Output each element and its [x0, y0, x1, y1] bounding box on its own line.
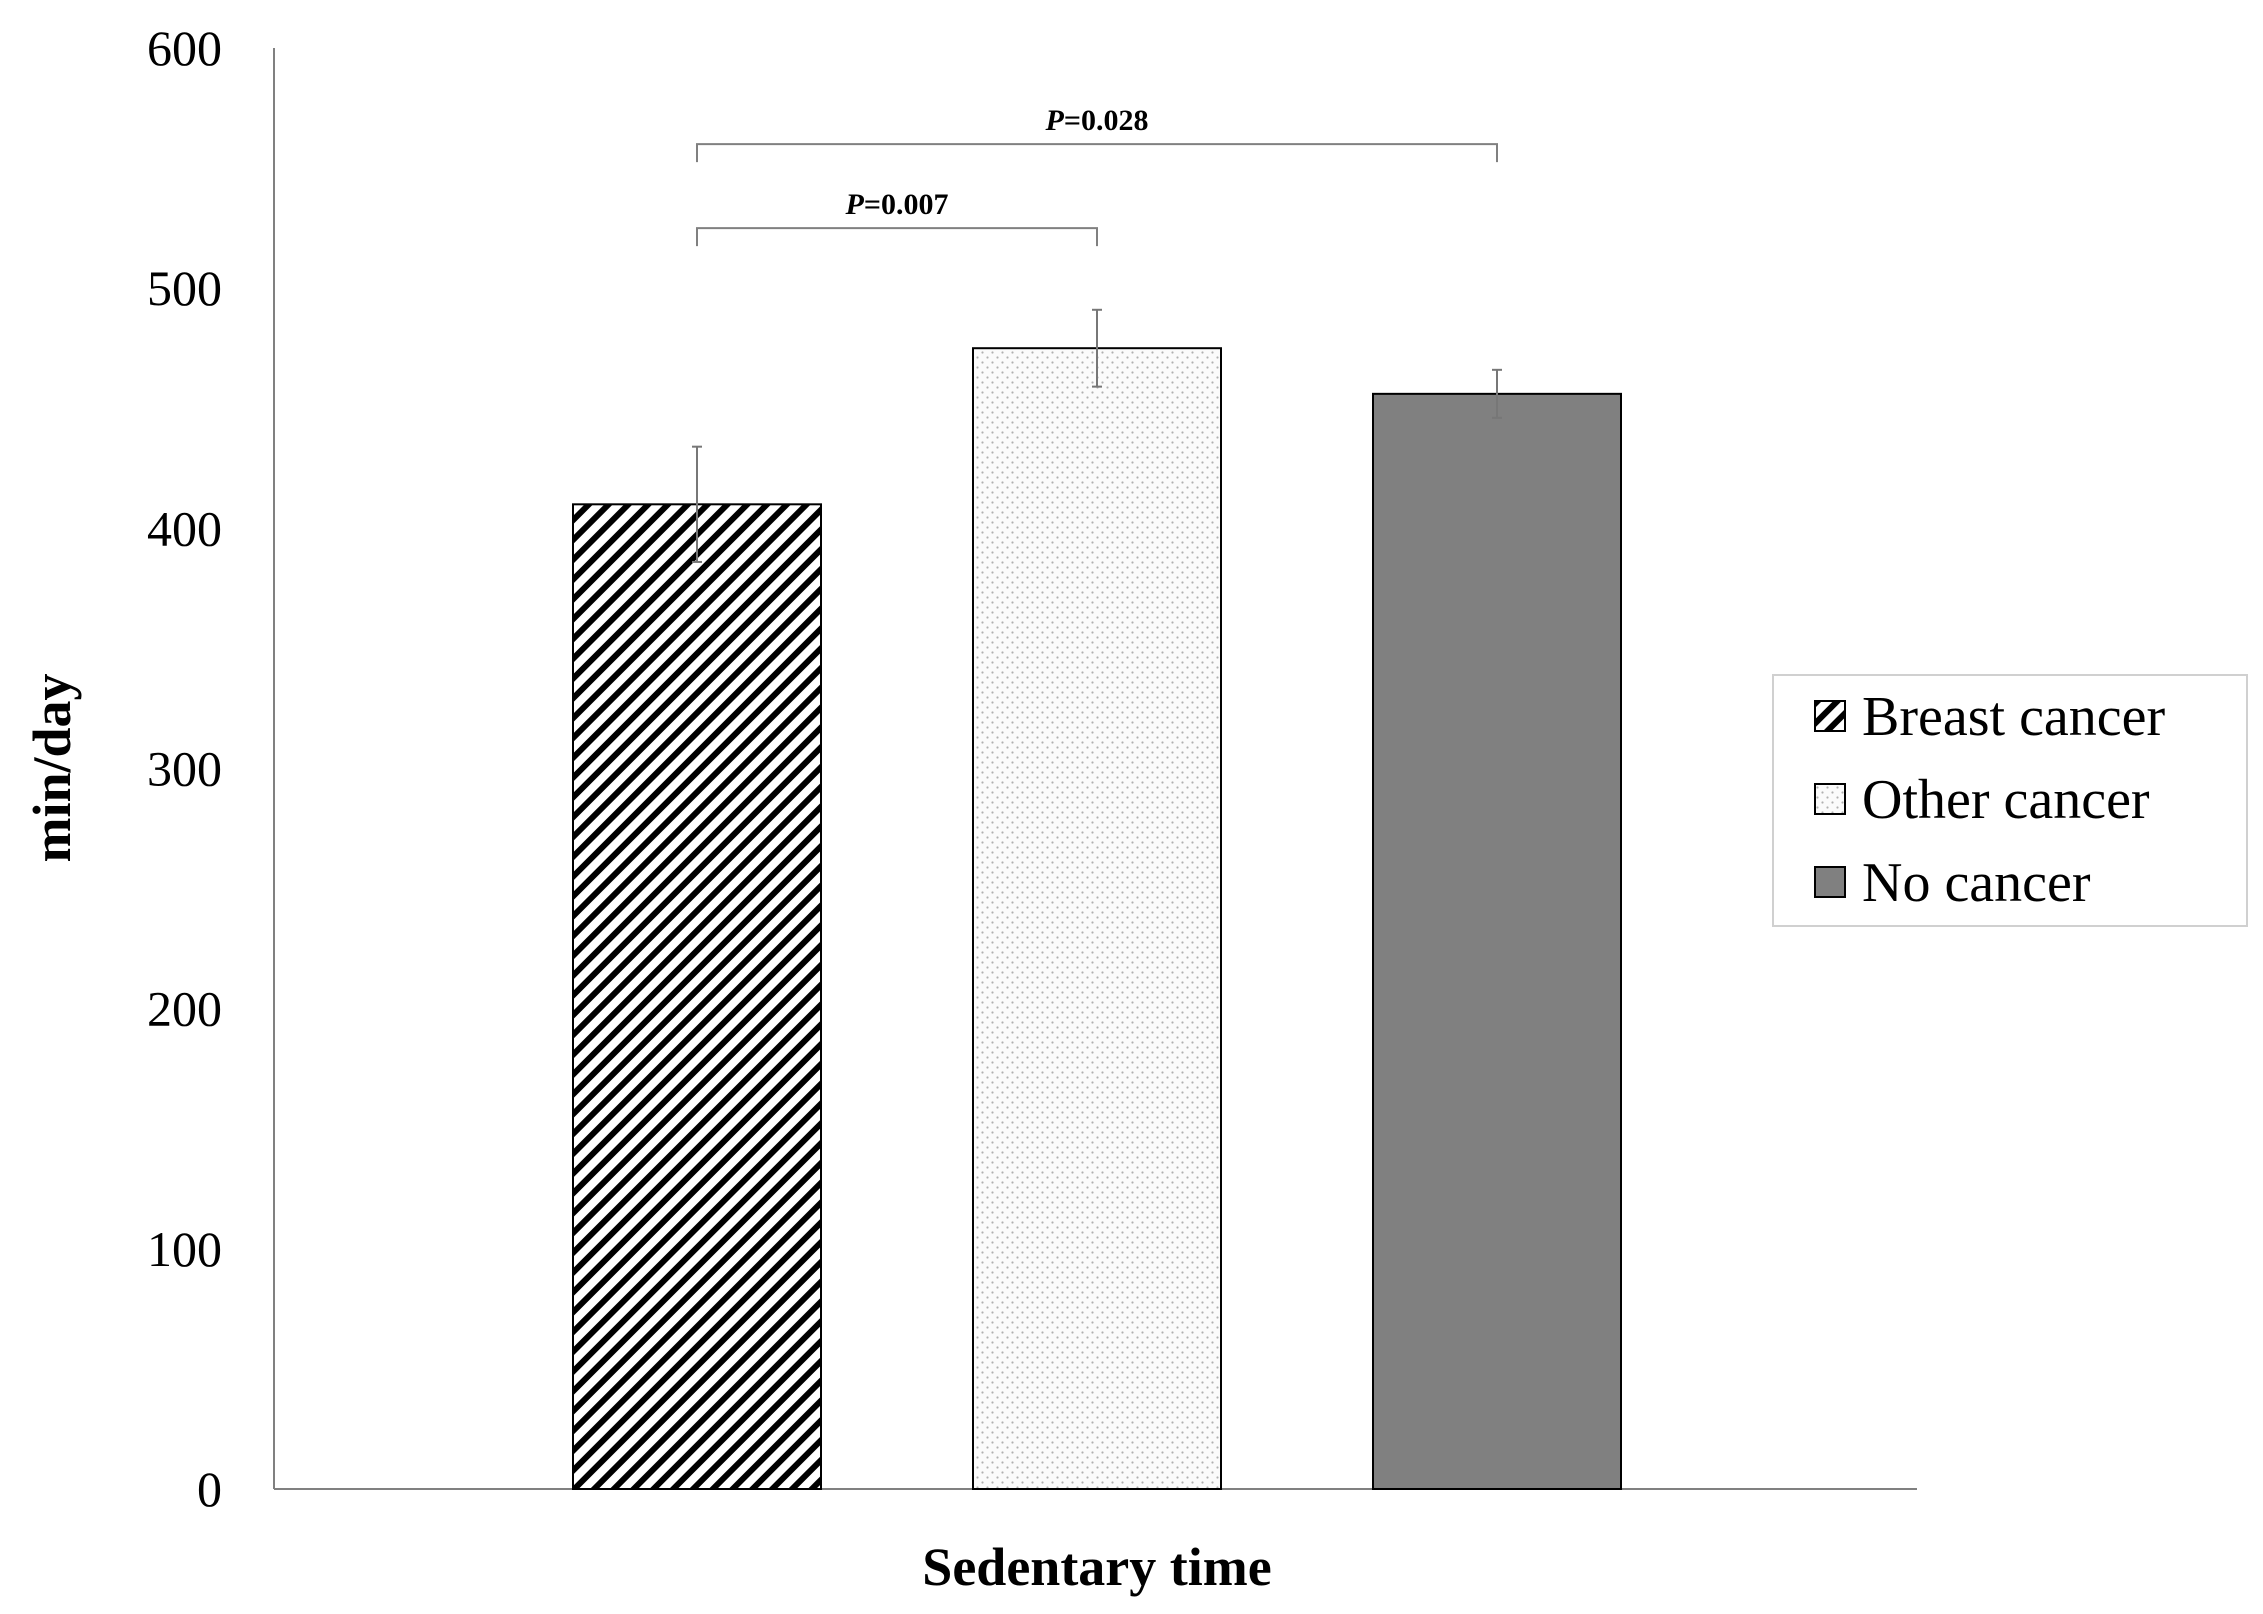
- error-bars: [692, 308, 1502, 563]
- y-tick-label: 600: [147, 20, 222, 76]
- legend: Breast cancer Other cancer No cancer: [1772, 674, 2248, 927]
- bar-no-cancer: [1372, 392, 1622, 1491]
- significance-bracket: [696, 143, 1498, 163]
- y-tick-label: 100: [147, 1221, 222, 1277]
- legend-label: Other cancer: [1862, 769, 2150, 831]
- y-tick-label: 400: [147, 500, 222, 556]
- y-axis-title: min/day: [22, 673, 82, 862]
- significance-label: P=0.028: [1045, 104, 1149, 137]
- x-axis-title: Sedentary time: [922, 1537, 1271, 1597]
- bar-breast-cancer: [572, 503, 822, 1491]
- significance-annotations: P=0.007 P=0.028: [696, 104, 1498, 247]
- y-tick-label: 200: [147, 981, 222, 1037]
- significance-bracket: [696, 227, 1098, 247]
- y-tick-labels: 0 100 200 300 400 500 600: [147, 20, 222, 1517]
- legend-swatch-no-cancer: [1814, 866, 1846, 898]
- legend-label: No cancer: [1862, 852, 2091, 914]
- y-tick-label: 500: [147, 260, 222, 316]
- y-tick-label: 0: [197, 1461, 222, 1517]
- bars: [572, 347, 1622, 1491]
- legend-box: [1772, 674, 2248, 927]
- significance-label: P=0.007: [845, 188, 949, 221]
- legend-swatch-breast-cancer: [1814, 700, 1846, 732]
- legend-label: Breast cancer: [1862, 686, 2165, 748]
- bar-other-cancer: [972, 347, 1222, 1490]
- y-tick-label: 300: [147, 741, 222, 797]
- legend-swatch-other-cancer: [1814, 783, 1846, 815]
